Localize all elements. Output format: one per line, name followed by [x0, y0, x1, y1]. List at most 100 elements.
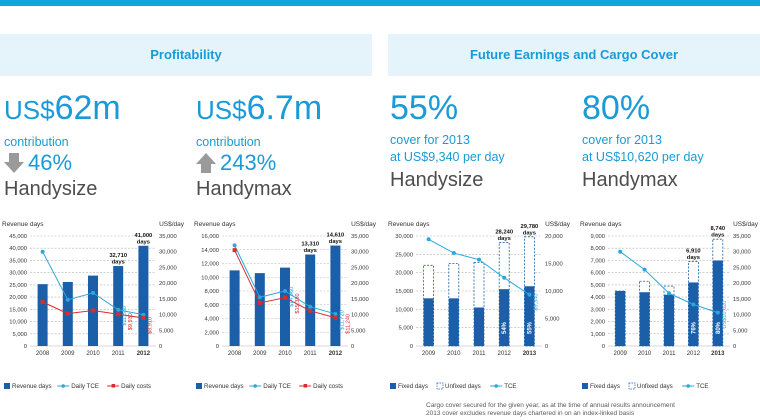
marker-tce [426, 237, 431, 242]
marker-tce [502, 275, 507, 280]
y-tick-label-right: 10,000 [351, 313, 369, 319]
footnote-line: Cargo cover secured for the given year, … [426, 402, 675, 409]
vessel-type: Handysize [390, 169, 484, 191]
arrow-up-icon [196, 153, 216, 173]
legend-marker [686, 384, 690, 388]
x-tick-label: 2008 [36, 351, 50, 357]
chart-handymax-cover: Revenue days US$/day 0 1,000 2,000 3,000 4,000… [580, 221, 759, 390]
y-tick-label-right: 35,000 [733, 234, 751, 240]
y-tick-label-left: 35,000 [9, 258, 27, 264]
legend-label: Fixed days [590, 383, 620, 390]
legend-marker [61, 384, 65, 388]
marker-tce [691, 302, 696, 307]
legend-label: Daily TCE [71, 383, 99, 390]
cover-percent: 55% [390, 89, 459, 127]
y-tick-label-right: 5,000 [159, 328, 174, 334]
y-tick-label-left: 3,000 [590, 307, 605, 313]
marker-daily-costs [308, 308, 313, 313]
y-tick-label-left: 30,000 [9, 271, 27, 277]
legend-label: Revenue days [12, 383, 52, 390]
y-tick-label-right: 25,000 [733, 265, 751, 271]
y-tick-label-left: 2,000 [204, 330, 219, 336]
y-tick-label-left: 20,000 [9, 295, 27, 301]
line-value-label: $11,240 [345, 314, 351, 334]
x-tick-label: 2013 [711, 351, 725, 357]
marker-daily-tce [40, 249, 45, 254]
bar-total-label: days [329, 239, 342, 245]
bar-total-label: days [137, 239, 150, 245]
line-value-label: US$10,620 [722, 301, 728, 329]
y-axis-title-left: Revenue days [580, 221, 622, 228]
x-tick-label: 2013 [523, 351, 537, 357]
y-axis-title-left: Revenue days [388, 221, 430, 228]
bar-total-label: days [711, 233, 724, 239]
y-tick-label-right: 0 [351, 344, 354, 350]
bar-inner-label: 55% [527, 321, 533, 334]
cover-rate: at US$10,620 per day [582, 150, 704, 164]
marker-daily-costs [141, 315, 146, 320]
y-tick-label-left: 30,000 [395, 234, 413, 240]
section-header-future-earnings: Future Earnings and Cargo Cover [388, 34, 760, 76]
bar-fixed-days [474, 307, 484, 346]
bar-total-label: days [523, 230, 536, 236]
line-value-label: $14,060 [289, 287, 295, 307]
y-tick-label-left: 25,000 [395, 252, 413, 258]
marker-daily-tce [232, 243, 237, 248]
amount-value: 6.7m [246, 89, 323, 127]
bar-revenue-days [37, 284, 48, 346]
marker-daily-tce [141, 312, 146, 317]
legend-label: TCE [504, 383, 516, 390]
x-tick-label: 2012 [329, 351, 343, 357]
x-tick-label: 2011 [473, 351, 487, 357]
marker-daily-costs [65, 311, 70, 316]
bar-revenue-days [229, 270, 240, 346]
change-percent-value: 243% [220, 150, 277, 175]
legend-marker [253, 384, 257, 388]
marker-tce [715, 310, 720, 315]
marker-daily-costs [91, 308, 95, 313]
bar-revenue-days [280, 267, 290, 346]
cover-label: cover for 2013 [582, 133, 662, 147]
y-tick-label-left: 45,000 [9, 234, 27, 240]
y-tick-label-left: 15,000 [395, 289, 413, 295]
bar-fixed-days [664, 294, 674, 346]
y-tick-label-right: 15,000 [351, 297, 369, 303]
x-tick-label: 2012 [687, 351, 701, 357]
panel-handysize-cover: 55% cover for 2013 at US$9,340 per day H… [390, 90, 576, 192]
y-tick-label-left: 4,000 [204, 317, 219, 323]
y-tick-label-right: 20,000 [733, 281, 751, 287]
bar-total-label: 41,000 [135, 233, 153, 239]
x-tick-label: 2011 [663, 351, 677, 357]
arrow-down-icon [4, 153, 24, 173]
y-tick-label-right: 0 [159, 344, 162, 350]
marker-daily-costs [333, 315, 338, 320]
vessel-type: Handymax [582, 169, 678, 191]
y-tick-label-right: 5,000 [733, 328, 748, 334]
marker-tce [477, 257, 481, 262]
y-tick-label-left: 6,000 [204, 303, 219, 309]
bar-total-label: 32,710 [109, 253, 127, 259]
y-tick-label-left: 40,000 [9, 246, 27, 252]
y-tick-label-left: 5,000 [12, 332, 27, 338]
y-axis-title-right: US$/day [733, 221, 759, 228]
y-tick-label-right: 30,000 [159, 250, 177, 256]
bar-fixed-days [639, 292, 650, 346]
panel-handymax-profit: US$6.7m contribution 243% Handymax [196, 90, 382, 201]
y-tick-label-left: 8,000 [204, 289, 219, 295]
y-tick-label-right: 30,000 [733, 250, 751, 256]
y-tick-label-left: 0 [410, 344, 413, 350]
marker-tce [618, 249, 623, 254]
y-axis-title-right: US$/day [159, 221, 185, 228]
bar-total-label: 6,910 [686, 249, 701, 255]
marker-tce [527, 292, 532, 297]
marker-daily-tce [283, 289, 287, 293]
bar-total-label: 13,310 [301, 241, 319, 247]
y-tick-label-left: 0 [24, 344, 27, 350]
bar-fixed-days [524, 286, 535, 346]
legend-label: Daily costs [313, 383, 343, 390]
amount-value: 62m [54, 89, 121, 127]
y-tick-label-right: 0 [733, 344, 736, 350]
y-tick-label-left: 8,000 [590, 246, 605, 252]
y-tick-label-left: 4,000 [590, 295, 605, 301]
y-tick-label-right: 15,000 [733, 297, 751, 303]
